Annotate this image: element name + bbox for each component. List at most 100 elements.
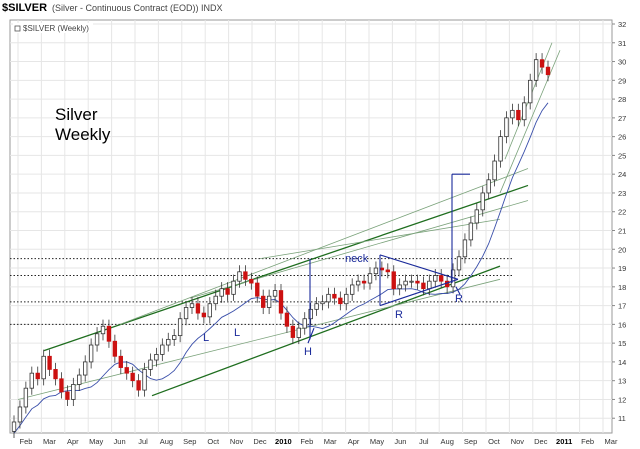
x-tick-label: Sep bbox=[183, 437, 196, 446]
x-axis-ticks: Feb Mar Apr May Jun Jul Aug Sep Oct Nov Dec 2010 Feb… bbox=[20, 437, 618, 446]
candle-up bbox=[71, 384, 76, 400]
x-tick-label: Dec bbox=[534, 437, 548, 446]
candle-down bbox=[136, 380, 141, 391]
candle-up bbox=[522, 102, 527, 121]
candle-down bbox=[261, 295, 266, 308]
channel-line bbox=[259, 218, 501, 260]
x-tick-label: Apr bbox=[67, 437, 79, 446]
candle-down bbox=[118, 355, 123, 368]
candle-up bbox=[350, 284, 355, 295]
candle-down bbox=[332, 293, 337, 299]
candle-down bbox=[124, 367, 129, 374]
x-tick-label: 2010 bbox=[275, 437, 292, 446]
y-tick-label: 17 bbox=[618, 302, 626, 311]
y-tick-label: 29 bbox=[618, 76, 626, 85]
candle-up bbox=[23, 387, 29, 408]
candle-up bbox=[142, 369, 147, 391]
x-tick-label: Oct bbox=[207, 437, 220, 446]
candle-up bbox=[498, 136, 503, 162]
y-tick-label: 24 bbox=[618, 170, 626, 179]
candle-up bbox=[296, 327, 301, 338]
candle-down bbox=[195, 303, 201, 314]
candle-up bbox=[189, 303, 195, 308]
candle-down bbox=[255, 282, 260, 297]
candle-down bbox=[106, 325, 112, 342]
candle-down bbox=[385, 269, 390, 273]
annotation-title-line2: Weekly bbox=[55, 125, 111, 144]
candle-up bbox=[100, 325, 106, 335]
neckline bbox=[379, 254, 459, 280]
candle-up bbox=[266, 295, 272, 308]
candle-down bbox=[243, 271, 248, 280]
candle-up bbox=[504, 117, 509, 138]
candle-up bbox=[433, 275, 438, 282]
candle-up bbox=[94, 333, 100, 346]
y-tick-label: 18 bbox=[618, 283, 626, 292]
candle-down bbox=[249, 278, 254, 284]
candle-up bbox=[510, 109, 515, 119]
y-axis-ticks: 11 12 13 14 15 16 17 18 19 20 21 22 23 24 25 26 27 28 29 30… bbox=[612, 20, 626, 423]
annotation-right-shoulder-2: R bbox=[455, 293, 463, 305]
x-tick-label: May bbox=[370, 437, 384, 446]
candle-up bbox=[486, 179, 491, 194]
candle-up bbox=[183, 307, 189, 320]
y-tick-label: 32 bbox=[618, 20, 626, 29]
y-tick-label: 30 bbox=[618, 58, 626, 67]
legend-label: $SILVER (Weekly) bbox=[23, 24, 89, 33]
candle-down bbox=[65, 391, 70, 400]
channel-line bbox=[189, 200, 529, 299]
x-tick-label: Feb bbox=[581, 437, 594, 446]
triangle-lower-line bbox=[379, 278, 459, 307]
x-tick-label: Jun bbox=[114, 437, 126, 446]
candle-down bbox=[130, 372, 135, 382]
candle-up bbox=[320, 301, 325, 305]
candle-up bbox=[314, 303, 319, 310]
y-tick-label: 21 bbox=[618, 227, 626, 236]
y-tick-label: 25 bbox=[618, 151, 626, 160]
candle-up bbox=[326, 293, 331, 303]
x-tick-label: Apr bbox=[348, 437, 360, 446]
channel-line bbox=[17, 278, 501, 400]
candle-up bbox=[462, 239, 468, 258]
candle-down bbox=[278, 290, 284, 314]
candle-down bbox=[516, 109, 521, 121]
candle-down bbox=[47, 355, 52, 370]
plot-area bbox=[9, 19, 613, 434]
candle-up bbox=[468, 222, 474, 241]
legend-box bbox=[13, 23, 93, 33]
candle-up bbox=[397, 284, 402, 290]
annotation-head: H bbox=[304, 346, 312, 358]
candle-up bbox=[207, 303, 212, 318]
candle-up bbox=[172, 335, 177, 340]
annotation-neck: neck bbox=[345, 253, 369, 265]
x-tick-label: Mar bbox=[605, 437, 618, 446]
candle-down bbox=[545, 66, 551, 76]
y-tick-label: 13 bbox=[618, 377, 626, 386]
candle-down bbox=[421, 282, 426, 290]
grid-lines bbox=[10, 20, 612, 433]
candle-up bbox=[166, 338, 171, 346]
candle-up bbox=[373, 267, 379, 275]
annotation-left-shoulder-2: L bbox=[234, 327, 240, 339]
chart-description: (Silver - Continuous Contract (EOD)) IND… bbox=[52, 3, 223, 13]
candle-up bbox=[456, 256, 462, 271]
y-tick-label: 20 bbox=[618, 245, 626, 254]
candle-down bbox=[201, 312, 207, 318]
x-tick-label: Oct bbox=[488, 437, 501, 446]
y-tick-label: 19 bbox=[618, 264, 626, 273]
x-tick-label: Sep bbox=[464, 437, 477, 446]
y-tick-label: 22 bbox=[618, 208, 626, 217]
y-tick-label: 31 bbox=[618, 39, 626, 48]
candle-up bbox=[231, 280, 236, 295]
channel-line bbox=[43, 184, 529, 352]
candle-up bbox=[403, 280, 408, 286]
y-tick-label: 11 bbox=[618, 414, 626, 423]
candle-up bbox=[29, 372, 34, 389]
candle-up bbox=[154, 353, 159, 361]
candle-up bbox=[41, 355, 46, 380]
candle-down bbox=[415, 280, 420, 284]
candle-down bbox=[53, 369, 58, 380]
candle-down bbox=[361, 280, 367, 284]
